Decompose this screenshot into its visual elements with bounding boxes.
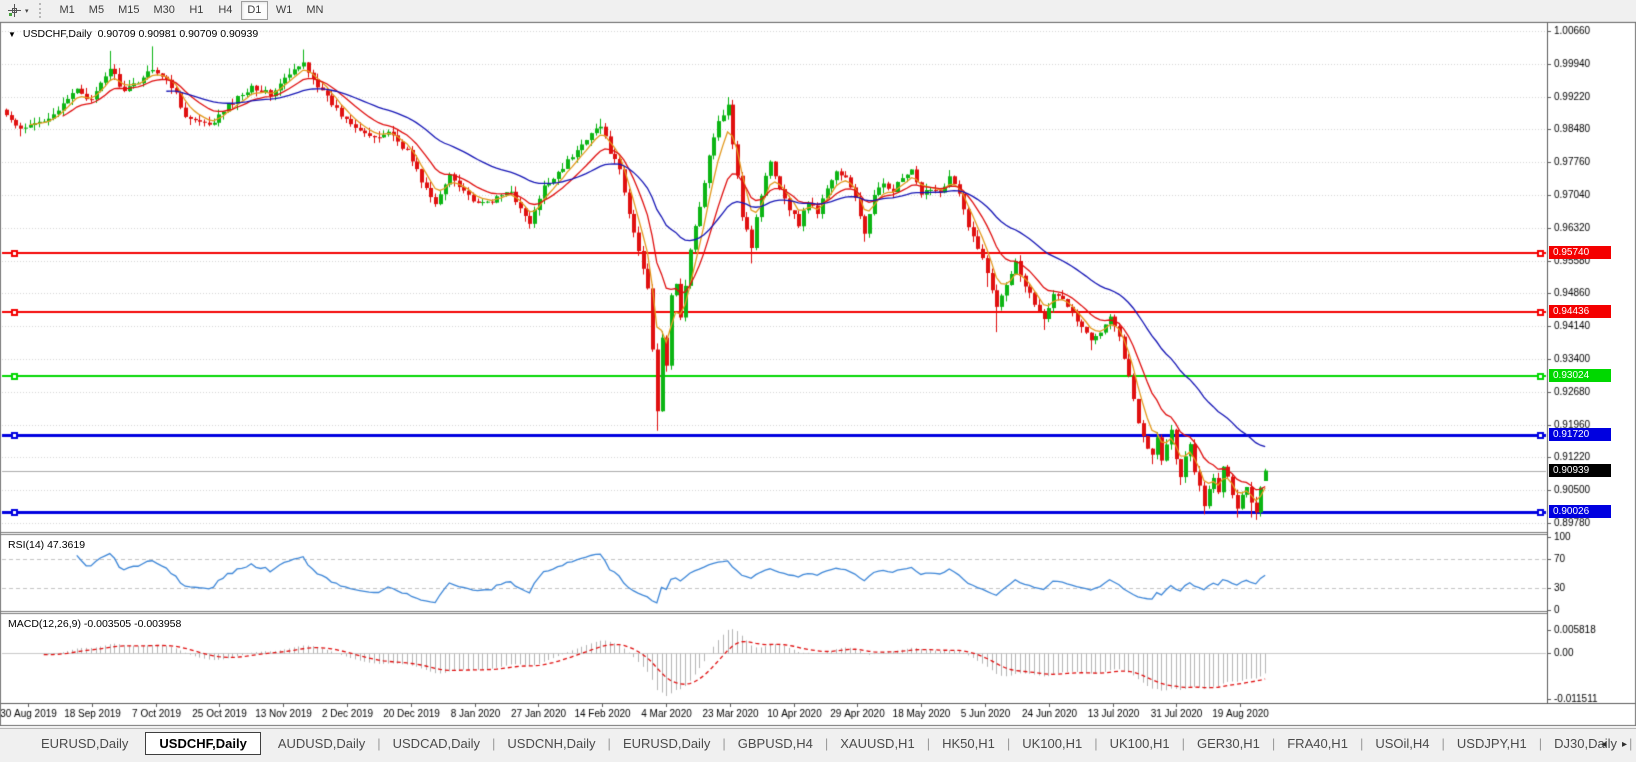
- tab-scroll-controls: ◂ ▸: [1598, 729, 1630, 759]
- timeframe-button-w1[interactable]: W1: [270, 1, 299, 20]
- chart-window: ▼ USDCHF,Daily 0.90709 0.90981 0.90709 0…: [0, 22, 1636, 726]
- tab-fra40-h1[interactable]: FRA40,H1: [1287, 736, 1348, 751]
- tab-dj30-daily[interactable]: DJ30,Daily: [1554, 736, 1617, 751]
- timeframe-button-mn[interactable]: MN: [300, 1, 329, 20]
- tab-separator: |: [824, 736, 829, 751]
- tab-usdchf-daily[interactable]: USDCHF,Daily: [145, 732, 261, 755]
- tab-uk100-h1[interactable]: UK100,H1: [1109, 736, 1170, 751]
- tab-eurusd-daily[interactable]: EURUSD,Daily: [622, 736, 711, 751]
- tab-separator: |: [1006, 736, 1011, 751]
- tab-separator: |: [1359, 736, 1364, 751]
- tab-scroll-right-icon[interactable]: ▸: [1621, 738, 1627, 750]
- tab-separator: |: [1181, 736, 1185, 751]
- tab-separator: |: [1629, 736, 1633, 751]
- timeframe-button-m1[interactable]: M1: [54, 1, 81, 20]
- tab-separator: |: [377, 736, 381, 751]
- tab-eurusd-daily[interactable]: EURUSD,Daily: [41, 736, 129, 751]
- tab-xauusd-h1[interactable]: XAUUSD,H1: [840, 736, 915, 751]
- timeframe-button-m30[interactable]: M30: [147, 1, 180, 20]
- crosshair-icon[interactable]: [5, 3, 23, 19]
- tab-separator: |: [1094, 736, 1098, 751]
- timeframe-button-h4[interactable]: H4: [212, 1, 239, 20]
- timeframe-button-group: M1 M5 M15 M30 H1 H4 D1 W1 MN: [53, 1, 331, 20]
- timeframe-button-h1[interactable]: H1: [183, 1, 210, 20]
- tab-separator: |: [926, 736, 931, 751]
- tab-separator: |: [492, 736, 496, 751]
- tab-separator: |: [1441, 736, 1445, 751]
- tab-usdcad-daily[interactable]: USDCAD,Daily: [392, 736, 481, 751]
- tab-separator: |: [607, 736, 611, 751]
- timeframe-button-m5[interactable]: M5: [83, 1, 110, 20]
- timeframe-button-m15[interactable]: M15: [112, 1, 145, 20]
- tab-ger30-h1[interactable]: GER30,H1: [1196, 736, 1260, 751]
- tab-audusd-daily[interactable]: AUDUSD,Daily: [277, 736, 366, 751]
- price-chart-canvas[interactable]: [0, 22, 1636, 726]
- tab-uk100-h1[interactable]: UK100,H1: [1022, 736, 1083, 751]
- top-toolbar: ▾ M1 M5 M15 M30 H1 H4 D1 W1 MN: [0, 0, 1636, 22]
- chart-title-caret-icon[interactable]: ▼: [8, 29, 16, 39]
- tab-separator: |: [1538, 736, 1543, 751]
- tab-separator: |: [722, 736, 726, 751]
- tab-usoil-h4[interactable]: USOil,H4: [1375, 736, 1430, 751]
- tab-hk50-h1[interactable]: HK50,H1: [942, 736, 995, 751]
- tab-usdcnh-daily[interactable]: USDCNH,Daily: [507, 736, 596, 751]
- toolbar-dropdown-caret-icon[interactable]: ▾: [25, 7, 29, 15]
- toolbar-drag-handle[interactable]: [38, 3, 44, 18]
- chart-tab-bar: EURUSD,Daily USDCHF,Daily AUDUSD,Daily | USD…: [0, 728, 1636, 758]
- chart-tabs: EURUSD,Daily USDCHF,Daily AUDUSD,Daily | USD…: [30, 732, 1636, 755]
- tab-separator: |: [1271, 736, 1276, 751]
- tab-scroll-left-icon[interactable]: ◂: [1600, 738, 1606, 750]
- timeframe-button-d1[interactable]: D1: [240, 1, 268, 20]
- tab-usdjpy-h1[interactable]: USDJPY,H1: [1456, 736, 1527, 751]
- tab-gbpusd-h4[interactable]: GBPUSD,H4: [737, 736, 813, 751]
